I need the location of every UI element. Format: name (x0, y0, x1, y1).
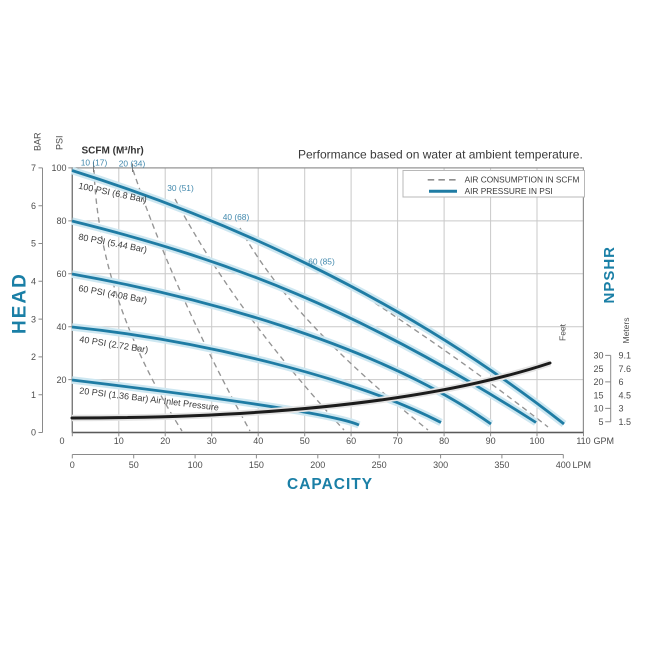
svg-text:70: 70 (393, 436, 403, 446)
svg-text:80: 80 (56, 216, 66, 226)
svg-text:80: 80 (439, 436, 449, 446)
svg-text:Meters: Meters (621, 318, 631, 344)
svg-text:GPM: GPM (594, 436, 615, 446)
svg-text:20: 20 (160, 436, 170, 446)
svg-text:300: 300 (433, 460, 448, 470)
svg-text:40: 40 (56, 322, 66, 332)
svg-text:200: 200 (310, 460, 325, 470)
svg-text:9.1: 9.1 (619, 351, 632, 361)
svg-text:5: 5 (598, 417, 603, 427)
svg-text:30: 30 (207, 436, 217, 446)
svg-text:AIR CONSUMPTION IN SCFM: AIR CONSUMPTION IN SCFM (465, 175, 580, 185)
svg-text:7: 7 (31, 163, 36, 173)
svg-text:100: 100 (529, 436, 544, 446)
svg-text:150: 150 (249, 460, 264, 470)
svg-text:0: 0 (31, 428, 36, 438)
svg-text:7.6: 7.6 (619, 364, 632, 374)
svg-text:30 (51): 30 (51) (167, 183, 194, 193)
svg-text:20: 20 (593, 377, 603, 387)
svg-text:10: 10 (114, 436, 124, 446)
svg-text:100: 100 (188, 460, 203, 470)
svg-text:4: 4 (31, 277, 36, 287)
svg-text:AIR PRESSURE IN PSI: AIR PRESSURE IN PSI (465, 186, 553, 196)
svg-text:15: 15 (593, 390, 603, 400)
svg-text:10 (17): 10 (17) (81, 157, 108, 167)
svg-text:30: 30 (593, 351, 603, 361)
svg-text:HEAD: HEAD (10, 272, 31, 334)
svg-text:SCFM (M³/hr): SCFM (M³/hr) (82, 146, 144, 157)
svg-text:2: 2 (31, 352, 36, 362)
svg-text:4.5: 4.5 (619, 390, 632, 400)
svg-text:Feet: Feet (558, 323, 568, 341)
svg-text:BAR: BAR (33, 132, 43, 151)
svg-text:25: 25 (593, 364, 603, 374)
svg-text:6: 6 (31, 201, 36, 211)
svg-text:1: 1 (31, 390, 36, 400)
svg-text:CAPACITY: CAPACITY (287, 476, 373, 493)
svg-text:90: 90 (486, 436, 496, 446)
svg-text:5: 5 (31, 239, 36, 249)
svg-text:350: 350 (494, 460, 509, 470)
svg-text:40: 40 (253, 436, 263, 446)
svg-text:PSI: PSI (55, 135, 65, 150)
svg-text:1.5: 1.5 (619, 417, 632, 427)
svg-text:400: 400 (556, 460, 571, 470)
svg-text:10: 10 (593, 404, 603, 414)
svg-text:60 (85): 60 (85) (308, 256, 335, 266)
svg-text:50: 50 (300, 436, 310, 446)
svg-text:LPM: LPM (573, 460, 592, 470)
svg-text:20: 20 (56, 375, 66, 385)
svg-text:60: 60 (346, 436, 356, 446)
svg-text:40 (68): 40 (68) (223, 212, 250, 222)
svg-text:3: 3 (619, 404, 624, 414)
svg-text:100: 100 (51, 163, 66, 173)
svg-text:50: 50 (129, 460, 139, 470)
svg-text:0: 0 (70, 460, 75, 470)
svg-text:6: 6 (619, 377, 624, 387)
svg-text:20 (34): 20 (34) (119, 159, 146, 169)
svg-text:250: 250 (372, 460, 387, 470)
svg-text:NPSHR: NPSHR (601, 246, 618, 304)
svg-text:3: 3 (31, 314, 36, 324)
svg-text:110: 110 (576, 436, 590, 446)
svg-text:0: 0 (59, 436, 64, 446)
svg-text:60: 60 (56, 269, 66, 279)
svg-text:Performance based on water at: Performance based on water at ambient te… (298, 148, 583, 162)
